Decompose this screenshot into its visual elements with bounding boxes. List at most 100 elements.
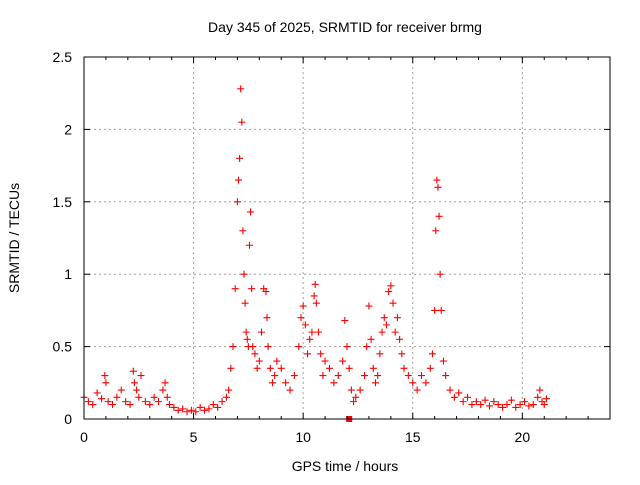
data-point [325,364,333,372]
data-point [258,328,266,336]
data-point [277,364,285,372]
data-point [286,386,294,394]
data-point [89,401,97,409]
data-point [150,393,158,401]
data-point [253,364,261,372]
data-point [310,292,318,300]
data-point [141,398,149,406]
data-point [133,386,141,394]
data-point [311,280,319,288]
data-point [439,357,447,365]
data-point [122,398,130,406]
data-point [306,335,314,343]
data-point [263,314,271,322]
data-point [431,306,439,314]
x-tick-label: 15 [405,429,421,445]
data-point [437,306,445,314]
data-point [137,372,145,380]
data-point [248,285,256,293]
data-point [321,357,329,365]
data-point [418,372,426,380]
data-point [477,401,485,409]
data-point [135,393,143,401]
data-point [126,401,134,409]
data-point [93,389,101,397]
data-point [382,321,390,329]
data-point [104,398,112,406]
data-point [273,357,281,365]
data-point [432,227,440,235]
data-point [240,270,248,278]
data-point [231,285,239,293]
data-point [159,386,167,394]
y-tick-label: 2 [64,121,72,137]
x-tick-label: 20 [515,429,531,445]
data-point [455,389,463,397]
data-point [352,393,360,401]
y-tick-label: 0 [64,411,72,427]
y-tick-label: 1 [64,266,72,282]
data-point [521,398,529,406]
data-point [241,299,249,307]
data-point [192,408,200,416]
grid-lines [84,57,610,419]
data-point [222,393,230,401]
y-axis-label: SRMTID / TECUs [6,183,22,293]
data-point [179,405,187,413]
data-point [468,401,476,409]
data-point [233,198,241,206]
data-point [187,406,195,414]
data-point [426,364,434,372]
data-point [512,403,520,411]
data-point [396,335,404,343]
data-point [245,241,253,249]
data-point [301,321,309,329]
data-point [363,343,371,351]
data-point [494,401,502,409]
data-point [436,270,444,278]
data-point [376,350,384,358]
data-point [433,176,441,184]
data-point [464,393,472,401]
data-point [516,401,524,409]
data-point [304,350,312,358]
data-point [442,372,450,380]
data-point [201,406,209,414]
data-point [345,364,353,372]
data-point [540,401,548,409]
data-point [251,350,259,358]
data-point [98,395,106,403]
data-point [209,401,217,409]
x-axis-label: GPS time / hours [292,458,399,474]
y-tick-label: 0.5 [53,339,73,355]
data-point [183,408,191,416]
data-point [387,282,395,290]
data-point [472,398,480,406]
data-point [413,386,421,394]
data-point [238,118,246,126]
data-point [334,372,342,380]
data-points [80,85,550,422]
data-point [391,328,399,336]
data-point [129,367,137,375]
data-point [393,314,401,322]
data-point [542,395,550,403]
data-point [290,372,298,380]
data-point [218,398,226,406]
data-point [374,372,382,380]
data-point [146,401,154,409]
data-point [264,343,272,351]
data-point [225,386,233,394]
data-point [385,288,393,296]
data-point [235,176,243,184]
data-point [347,386,355,394]
data-point [409,379,417,387]
data-point [84,398,92,406]
data-point [282,379,290,387]
axis-ticks: 0 5 10 15 20 0 0.5 1 1.5 2 2.5 [53,49,610,445]
data-point [371,379,379,387]
data-point [361,372,369,380]
